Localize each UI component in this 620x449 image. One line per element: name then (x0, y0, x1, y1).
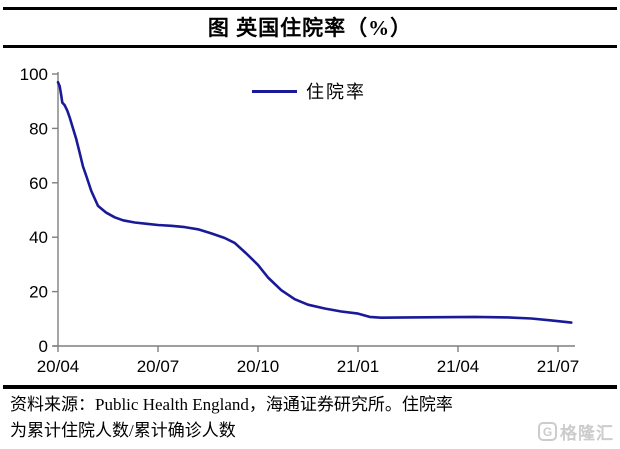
chart-legend: 住院率 (252, 78, 366, 104)
chart-title: 图 英国住院率（%） (207, 16, 413, 40)
series-line-住院率 (56, 80, 573, 324)
x-axis-tick-label: 21/04 (437, 357, 480, 376)
source-note: 资料来源：Public Health England，海通证券研究所。住院率 为… (10, 392, 616, 444)
line-chart-plot-area: 0 20 40 60 80 100 20/04 20/07 20/10 21/01 21/04 21/… (20, 65, 580, 376)
gelonghui-watermark: G 格隆汇 (538, 419, 614, 444)
gelonghui-logo-text: 格隆汇 (560, 424, 614, 443)
source-note-line1: 资料来源：Public Health England，海通证券研究所。住院率 (10, 395, 453, 414)
source-note-line2: 为累计住院人数/累计确诊人数 (10, 421, 236, 440)
legend-series-label: 住院率 (306, 82, 366, 102)
gelonghui-logo-icon: G (538, 422, 557, 441)
bottom-rule (3, 385, 617, 389)
x-axis-tick-label: 21/07 (537, 357, 580, 376)
x-axis-tick-label: 21/01 (337, 357, 380, 376)
legend-line-swatch (252, 89, 297, 93)
x-axis-tick-label: 20/04 (37, 357, 80, 376)
x-axis-tick-label: 20/07 (137, 357, 180, 376)
y-axis-tick-label: 40 (29, 228, 48, 247)
y-axis-tick-label: 80 (29, 119, 48, 138)
y-axis-tick-label: 0 (39, 337, 48, 356)
x-axis-tick-label: 20/10 (237, 357, 280, 376)
top-rule (3, 7, 617, 10)
y-axis-tick-label: 60 (29, 174, 48, 193)
title-underline-rule (3, 45, 617, 48)
y-axis-tick-label: 100 (20, 65, 48, 84)
y-axis-tick-label: 20 (29, 283, 48, 302)
